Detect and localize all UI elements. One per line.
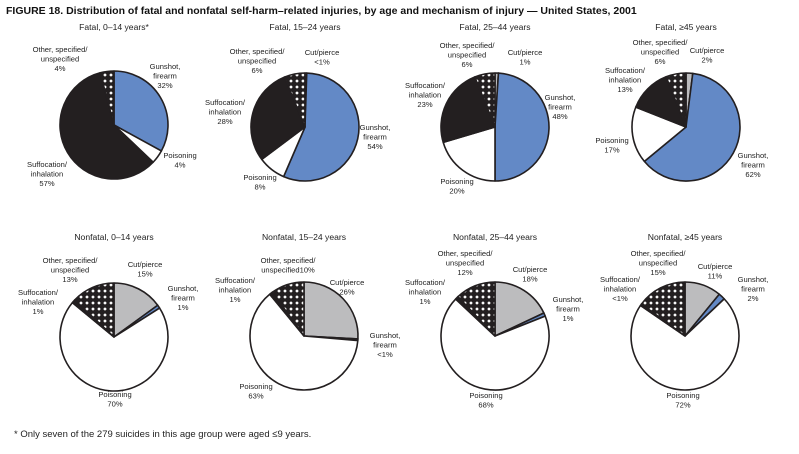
footnote: * Only seven of the 279 suicides in this… xyxy=(14,429,311,440)
pie-title: Nonfatal, ≥45 years xyxy=(648,232,722,242)
pie-title: Nonfatal, 15–24 years xyxy=(262,232,346,242)
slice-label-gunshot-firearm: Gunshot, firearm 1% xyxy=(553,295,584,323)
slice-label-cut-pierce: Cut/pierce 11% xyxy=(698,262,733,281)
slice-poisoning xyxy=(440,298,550,391)
slice-label-poisoning: Poisoning 17% xyxy=(595,136,628,155)
slice-other-specified-unspecified xyxy=(99,70,115,126)
slice-other-specified-unspecified xyxy=(457,281,496,337)
pie-title: Nonfatal, 0–14 years xyxy=(74,232,153,242)
pie-title: Nonfatal, 25–44 years xyxy=(453,232,537,242)
slice-poisoning xyxy=(59,301,169,392)
slice-other-specified-unspecified xyxy=(283,72,306,128)
slice-label-suffocation-inhalation: Suffocation/inhalation 1% xyxy=(405,278,446,306)
slice-label-gunshot-firearm: Gunshot, firearm 54% xyxy=(360,123,391,151)
pie-title: Fatal, 15–24 years xyxy=(269,22,340,32)
slice-label-poisoning: Poisoning 63% xyxy=(239,382,272,401)
pie-nonfatal-0-14-years: Nonfatal, 0–14 years Cut/pierce 15% Gunshot… xyxy=(18,232,198,409)
pie-fatal-0-14-years: Fatal, 0–14 years* Gunshot, firearm 32% Pois… xyxy=(27,22,197,188)
slice-label-suffocation-inhalation: Suffocation/inhalation 13% xyxy=(605,66,646,94)
slice-label-other-specified-unspecified: Other, specified/unspecified 15% xyxy=(631,249,687,277)
slice-other-specified-unspecified xyxy=(665,72,687,128)
slice-label-cut-pierce: Cut/pierce 15% xyxy=(128,260,163,279)
slice-suffocation-inhalation xyxy=(59,72,154,180)
slice-suffocation-inhalation xyxy=(250,76,306,161)
slice-label-suffocation-inhalation: Suffocation/inhalation <1% xyxy=(600,275,641,303)
slice-label-gunshot-firearm: Gunshot, firearm 1% xyxy=(168,284,199,312)
slice-label-cut-pierce: Cut/pierce 18% xyxy=(513,265,548,284)
slice-suffocation-inhalation xyxy=(440,76,496,144)
slice-label-cut-pierce: Cut/pierce <1% xyxy=(305,48,340,67)
slice-label-other-specified-unspecified: Other, specified/unspecified 12% xyxy=(438,249,494,277)
slice-other-specified-unspecified xyxy=(640,281,686,337)
slice-label-gunshot-firearm: Gunshot, firearm 48% xyxy=(545,93,576,121)
slice-label-other-specified-unspecified: Other, specified/unspecified 6% xyxy=(633,38,689,66)
pie-fatal-45-years: Fatal, ≥45 years Cut/pierce 2% Gunshot, fire… xyxy=(595,22,769,182)
pie-title: Fatal, ≥45 years xyxy=(655,22,717,32)
slice-cut-pierce xyxy=(303,281,359,340)
slice-label-other-specified-unspecified: Other, specified/unspecified 6% xyxy=(230,47,286,75)
slice-cut-pierce xyxy=(113,282,159,338)
slice-label-other-specified-unspecified: Other, specified/unspecified 4% xyxy=(33,45,89,73)
pie-title: Fatal, 0–14 years* xyxy=(79,22,149,32)
slice-label-other-specified-unspecified: Other, specified/unspecified 6% xyxy=(440,41,496,69)
slice-other-specified-unspecified xyxy=(271,281,305,337)
slice-label-suffocation-inhalation: Suffocation/inhalation 28% xyxy=(205,98,246,126)
slice-poisoning xyxy=(630,298,740,391)
slice-poisoning xyxy=(249,293,359,391)
slice-label-gunshot-firearm: Gunshot, firearm 62% xyxy=(738,151,769,179)
slice-label-cut-pierce: Cut/pierce 2% xyxy=(690,46,725,65)
slice-poisoning xyxy=(631,106,687,163)
slice-cut-pierce xyxy=(494,281,545,337)
slice-label-gunshot-firearm: Gunshot, firearm <1% xyxy=(370,331,401,359)
slice-label-other-specified-unspecified: Other, specified/unspecified10% xyxy=(261,256,317,275)
pie-fatal-25-44-years: Fatal, 25–44 years Cut/pierce 1% Gunshot, fi… xyxy=(405,22,575,196)
slice-gunshot-firearm xyxy=(282,72,360,182)
slice-label-gunshot-firearm: Gunshot, firearm 2% xyxy=(738,275,769,303)
slice-other-specified-unspecified xyxy=(473,72,496,128)
slice-label-poisoning: Poisoning 4% xyxy=(163,151,196,170)
slice-label-poisoning: Poisoning 68% xyxy=(469,391,502,410)
slice-label-other-specified-unspecified: Other, specified/unspecified 13% xyxy=(43,256,99,284)
slice-label-suffocation-inhalation: Suffocation/inhalation 1% xyxy=(18,288,59,316)
pie-nonfatal-25-44-years: Nonfatal, 25–44 years Cut/pierce 18% Gunsho… xyxy=(405,232,583,410)
slice-label-gunshot-firearm: Gunshot, firearm 32% xyxy=(150,62,181,90)
slice-label-cut-pierce: Cut/pierce 1% xyxy=(508,48,543,67)
pie-fatal-15-24-years: Fatal, 15–24 years Cut/pierce <1% Gunshot, f… xyxy=(205,22,390,192)
figure-title: FIGURE 18. Distribution of fatal and non… xyxy=(6,5,637,17)
slice-label-cut-pierce: Cut/pierce 26% xyxy=(330,278,365,297)
slice-gunshot-firearm xyxy=(494,72,550,182)
slice-label-suffocation-inhalation: Suffocation/inhalation 1% xyxy=(215,276,256,304)
slice-label-poisoning: Poisoning 20% xyxy=(440,177,473,196)
slice-poisoning xyxy=(442,126,496,182)
slice-label-suffocation-inhalation: Suffocation/inhalation 23% xyxy=(405,81,446,109)
pie-nonfatal-15-24-years: Nonfatal, 15–24 years Cut/pierce 26% Gunsho… xyxy=(215,232,400,401)
slice-label-suffocation-inhalation: Suffocation/inhalation 57% xyxy=(27,160,68,188)
slice-label-poisoning: Poisoning 70% xyxy=(98,390,131,409)
pie-nonfatal-45-years: Nonfatal, ≥45 years Cut/pierce 11% Gunshot,… xyxy=(600,232,768,410)
pie-title: Fatal, 25–44 years xyxy=(459,22,530,32)
slice-label-poisoning: Poisoning 8% xyxy=(243,173,276,192)
slice-other-specified-unspecified xyxy=(73,282,115,338)
slice-gunshot-firearm xyxy=(113,70,169,152)
slice-label-poisoning: Poisoning 72% xyxy=(666,391,699,410)
slice-gunshot-firearm xyxy=(643,72,741,182)
